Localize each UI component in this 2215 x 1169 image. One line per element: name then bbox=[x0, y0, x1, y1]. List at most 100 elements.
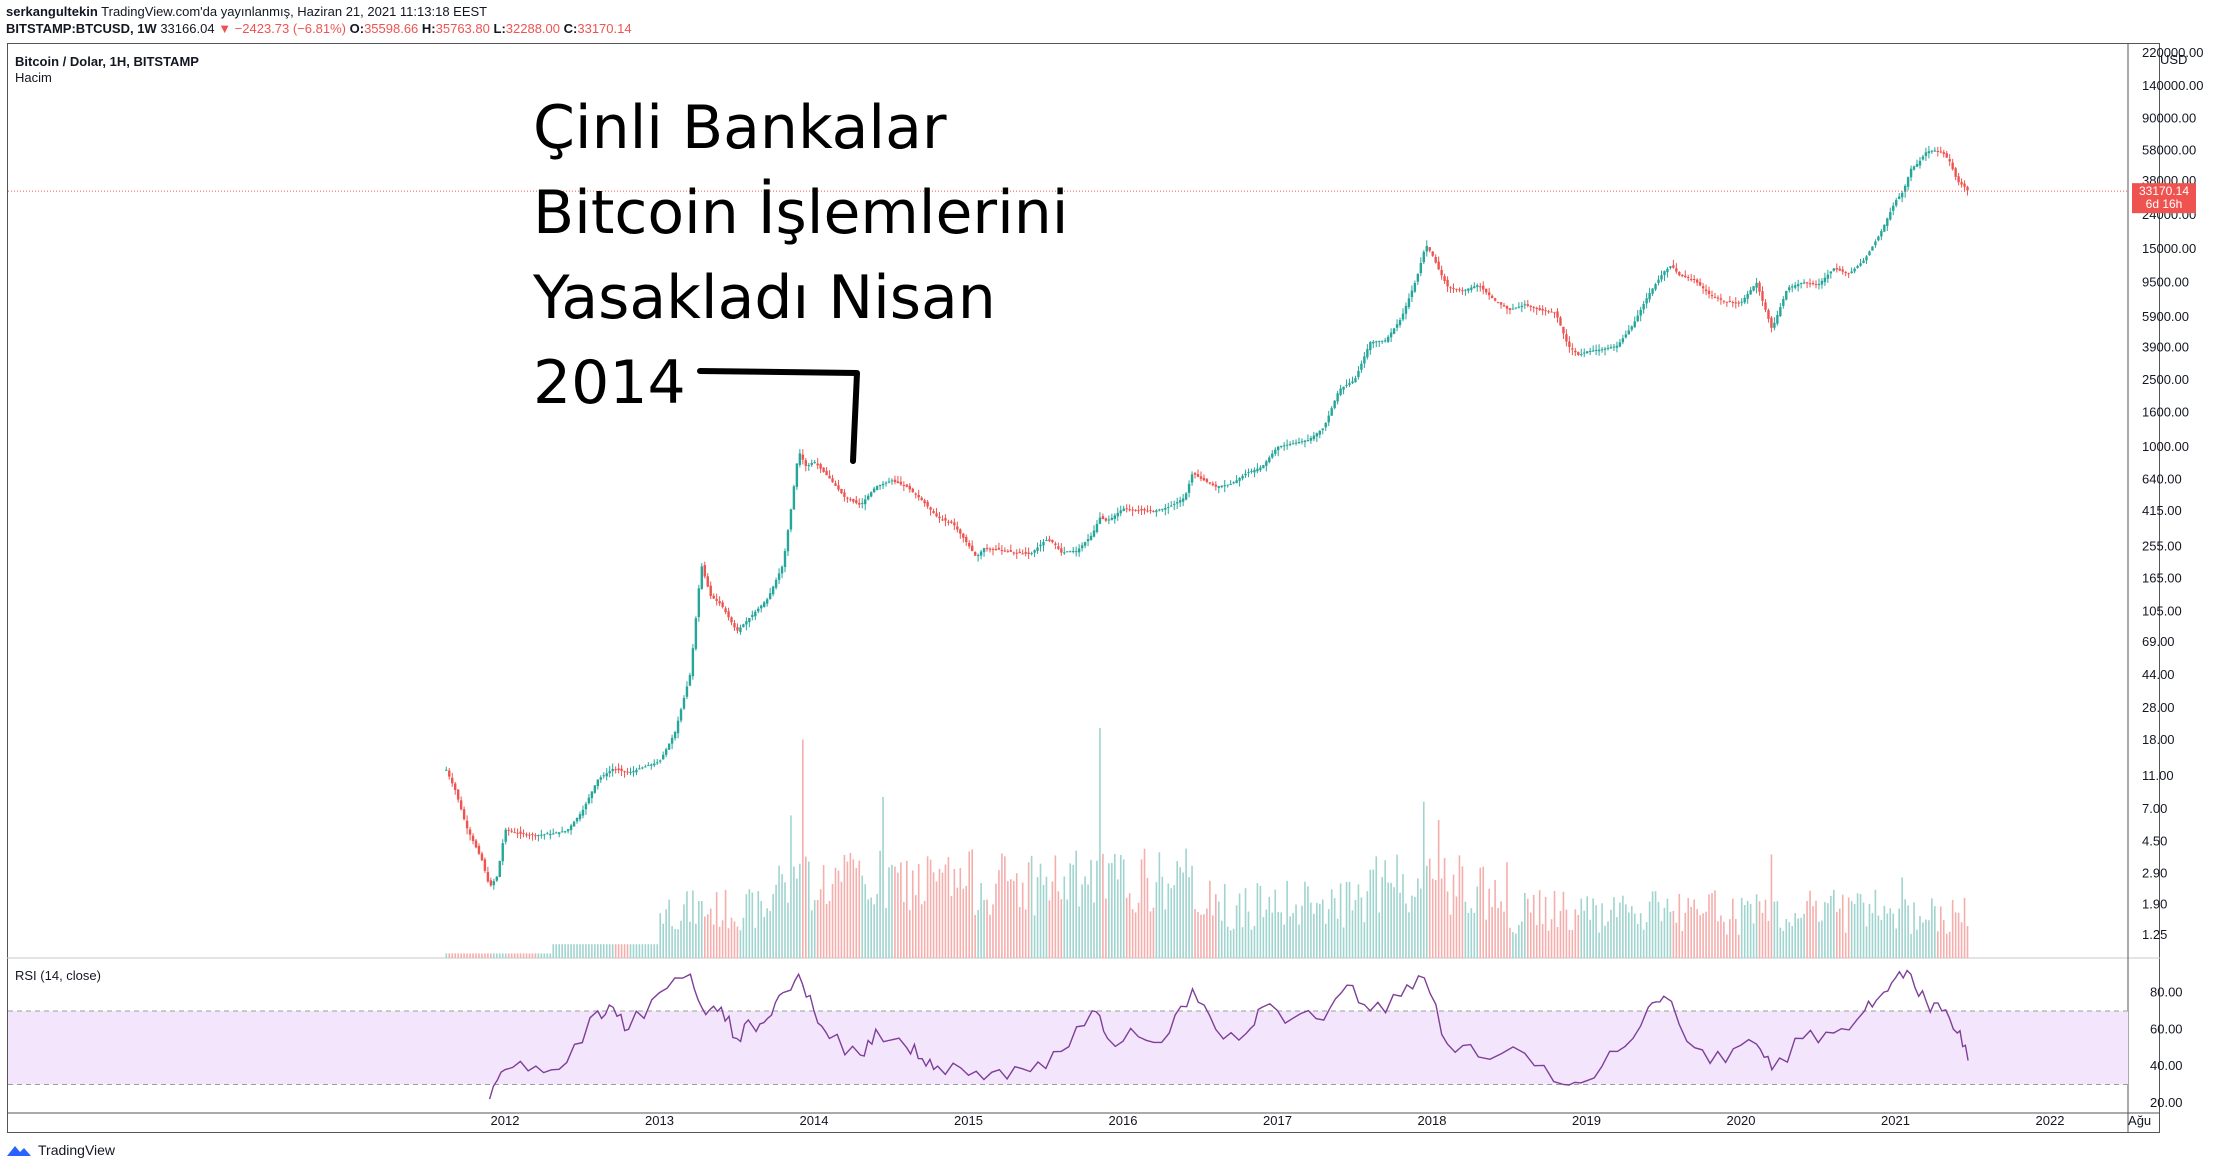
candle-body bbox=[445, 769, 448, 771]
volume-bar bbox=[555, 944, 558, 958]
volume-bar bbox=[1630, 906, 1633, 958]
candle-body bbox=[1012, 552, 1015, 554]
candle-body bbox=[1324, 422, 1327, 428]
volume-bar bbox=[929, 859, 932, 958]
candle-body bbox=[676, 720, 680, 734]
text-annotation[interactable]: Çinli Bankalar Bitcoin İşlemlerini Yasak… bbox=[533, 86, 1068, 426]
rsi-line bbox=[488, 969, 1969, 1100]
volume-bar bbox=[1316, 902, 1318, 958]
candle-body bbox=[1847, 273, 1850, 275]
candle-body bbox=[516, 832, 519, 834]
volume-bar bbox=[1592, 898, 1594, 958]
volume-bar bbox=[1215, 894, 1217, 958]
time-tick-label: 2015 bbox=[954, 1113, 983, 1128]
volume-bar bbox=[1779, 927, 1782, 958]
volume-bar bbox=[804, 856, 807, 958]
volume-bar bbox=[1669, 911, 1672, 958]
volume-bar bbox=[953, 868, 956, 958]
candle-body bbox=[528, 834, 531, 836]
candle-body bbox=[1407, 298, 1411, 308]
volume-bar bbox=[493, 953, 495, 958]
volume-bar bbox=[1078, 906, 1080, 958]
price-tick-label: 7.00 bbox=[2142, 801, 2167, 816]
volume-bar bbox=[1696, 909, 1698, 958]
candle-body bbox=[1877, 236, 1880, 241]
candle-body bbox=[1942, 152, 1945, 154]
volume-bar bbox=[692, 890, 694, 958]
volume-bar bbox=[481, 953, 483, 958]
rsi-legend[interactable]: RSI (14, close) bbox=[15, 968, 101, 983]
candle-body bbox=[1963, 183, 1966, 187]
candle-body bbox=[837, 485, 840, 490]
candle-body bbox=[1351, 381, 1354, 384]
candle-body bbox=[501, 843, 504, 862]
candle-body bbox=[822, 467, 825, 472]
volume-bar bbox=[1880, 920, 1883, 958]
main-series-legend[interactable]: Bitcoin / Dolar, 1H, BITSTAMP bbox=[15, 54, 199, 69]
volume-bar bbox=[1580, 898, 1583, 958]
volume-bar bbox=[695, 923, 697, 958]
candle-body bbox=[1422, 251, 1425, 263]
candle-body bbox=[1951, 162, 1954, 170]
volume-bar bbox=[451, 953, 454, 958]
candle-body bbox=[1600, 349, 1604, 351]
candle-body bbox=[929, 507, 932, 510]
volume-bar bbox=[828, 900, 831, 958]
candle-body bbox=[789, 509, 793, 530]
candle-body bbox=[1728, 300, 1732, 302]
volume-bar bbox=[917, 863, 920, 958]
volume-bar bbox=[1250, 929, 1253, 958]
candle-body bbox=[1027, 552, 1030, 555]
candle-body bbox=[730, 617, 733, 623]
candle-body bbox=[584, 803, 588, 810]
volume-bar bbox=[698, 901, 700, 958]
volume-bar bbox=[564, 944, 566, 958]
candle-body bbox=[1770, 317, 1773, 328]
volume-bar bbox=[1636, 924, 1639, 958]
candle-body bbox=[760, 605, 763, 609]
candle-body bbox=[688, 675, 692, 686]
volume-bar bbox=[1363, 922, 1366, 958]
volume-bar bbox=[1024, 909, 1027, 958]
volume-bar bbox=[1292, 913, 1294, 958]
volume-bar bbox=[995, 883, 997, 958]
footer-brand[interactable]: TradingView bbox=[6, 1142, 115, 1158]
price-tag-countdown: 6d 16h bbox=[2146, 197, 2183, 211]
volume-bar bbox=[1345, 881, 1348, 958]
candle-body bbox=[1889, 212, 1892, 220]
candle-body bbox=[1660, 275, 1663, 280]
volume-bar bbox=[1806, 901, 1808, 958]
volume-bar bbox=[1684, 912, 1687, 958]
volume-bar bbox=[1203, 914, 1205, 958]
candle-body bbox=[1294, 442, 1298, 444]
candle-body bbox=[1767, 310, 1770, 319]
candle-body bbox=[1915, 164, 1919, 167]
candle-body bbox=[611, 768, 614, 772]
volume-bar bbox=[799, 863, 801, 958]
volume-bar bbox=[1396, 854, 1398, 958]
candle-body bbox=[733, 623, 736, 628]
volume-bar bbox=[923, 900, 926, 958]
candle-body bbox=[1731, 302, 1734, 304]
candle-body bbox=[1080, 545, 1084, 549]
volume-bar bbox=[1708, 894, 1710, 958]
candle-body bbox=[1226, 484, 1229, 486]
volume-legend[interactable]: Hacim bbox=[15, 70, 52, 85]
candle-body bbox=[947, 521, 950, 523]
volume-bar bbox=[1274, 889, 1277, 958]
candle-body bbox=[801, 454, 805, 460]
volume-bar bbox=[1509, 927, 1511, 958]
candle-body bbox=[1633, 321, 1636, 328]
volume-bar bbox=[579, 944, 581, 958]
volume-bar bbox=[1051, 881, 1054, 958]
volume-bar bbox=[867, 899, 869, 958]
volume-bar bbox=[1800, 917, 1802, 958]
candle-body bbox=[1493, 298, 1497, 301]
candle-body bbox=[1895, 200, 1898, 206]
volume-bar bbox=[605, 944, 608, 958]
volume-bar bbox=[989, 914, 991, 958]
candle-body bbox=[1021, 553, 1024, 555]
low-label: L: bbox=[493, 21, 506, 36]
candle-body bbox=[1725, 301, 1729, 303]
